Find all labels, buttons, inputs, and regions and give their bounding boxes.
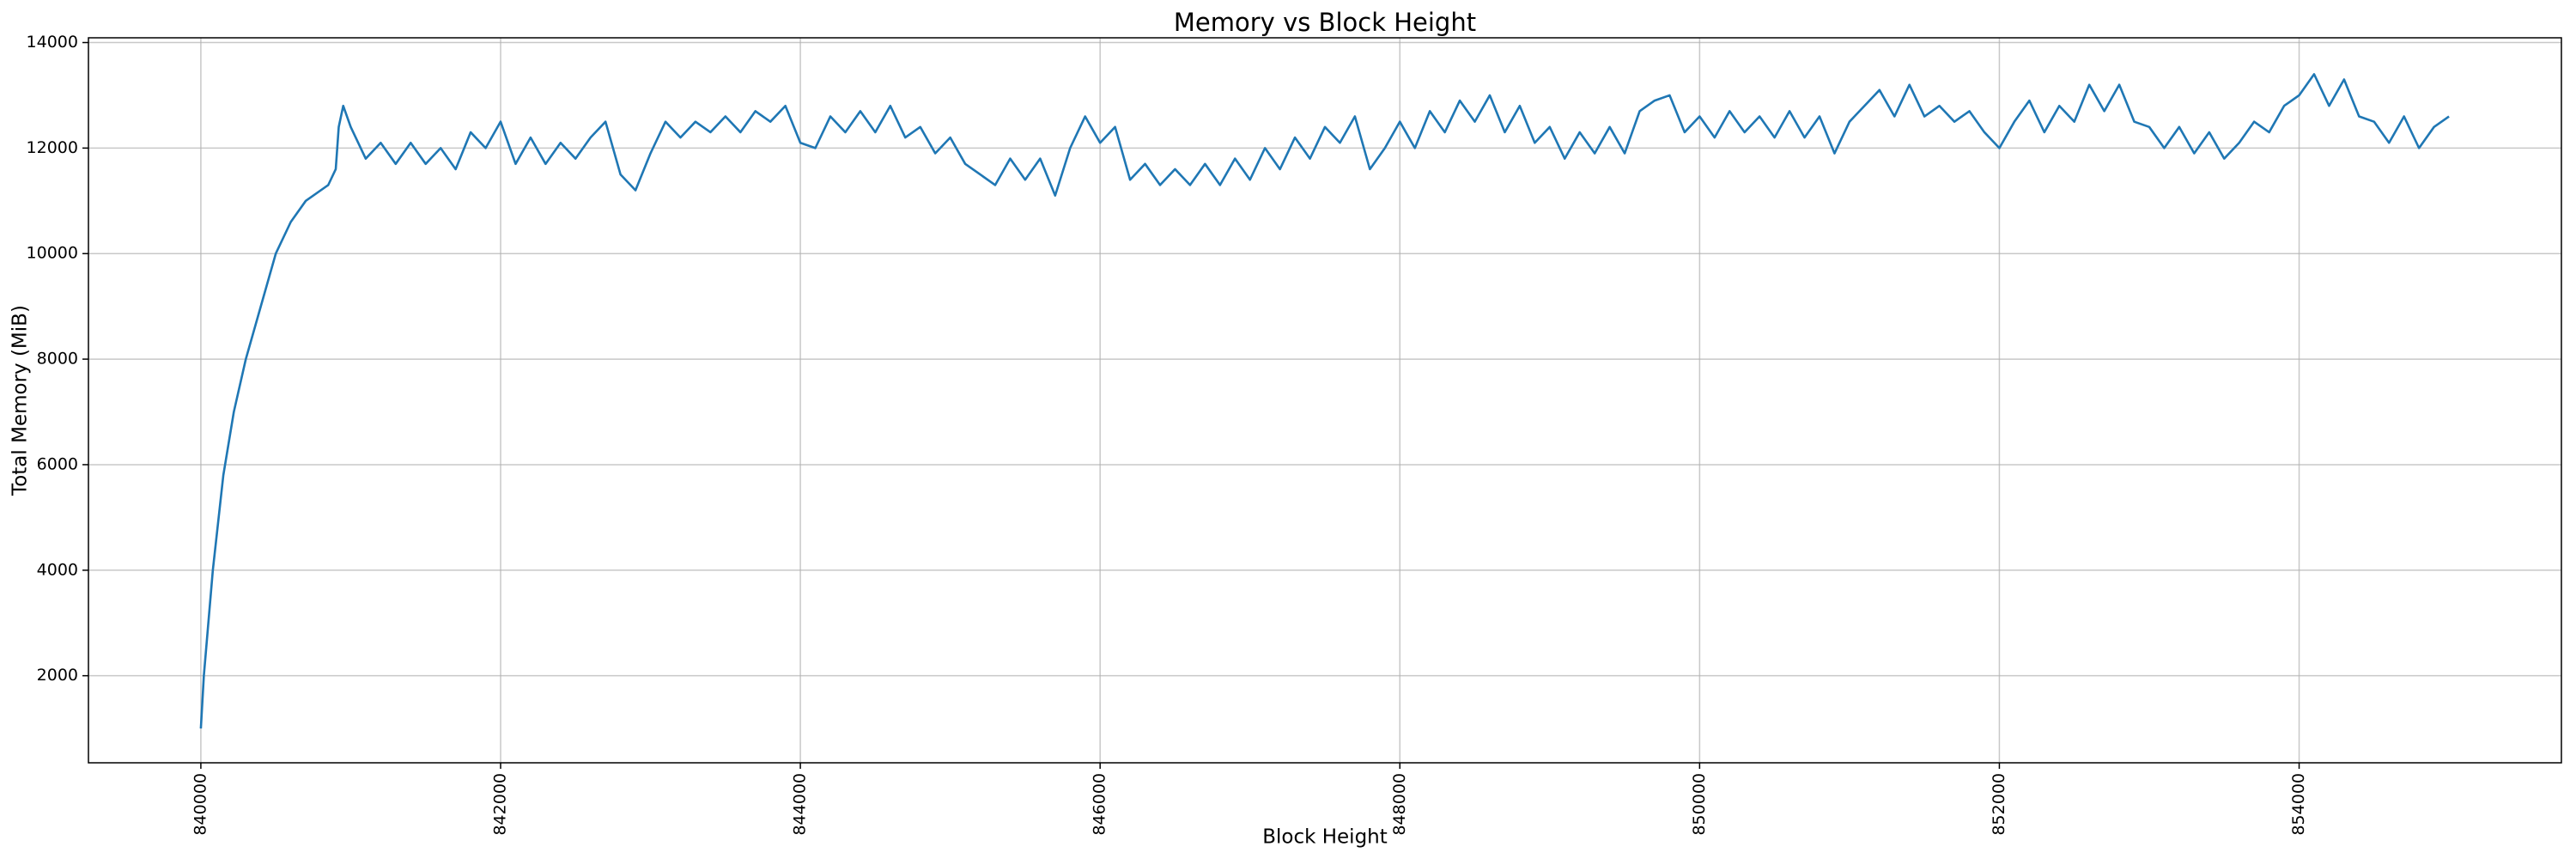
plot-frame bbox=[88, 37, 2562, 764]
y-axis-label: Total Memory (MiB) bbox=[9, 305, 32, 497]
x-tick-label: 842000 bbox=[491, 773, 510, 836]
x-tick-label: 840000 bbox=[191, 773, 210, 836]
y-tick-label: 6000 bbox=[37, 454, 78, 473]
y-tick-label: 10000 bbox=[27, 244, 78, 263]
y-tick-label: 4000 bbox=[37, 560, 78, 579]
x-tick-label: 852000 bbox=[1990, 773, 2008, 836]
data-line bbox=[199, 73, 2450, 729]
y-tick-label: 14000 bbox=[27, 33, 78, 52]
x-tick-label: 854000 bbox=[2289, 773, 2308, 836]
x-axis-label: Block Height bbox=[1262, 826, 1388, 849]
x-tick-label: 848000 bbox=[1390, 773, 1409, 836]
chart-title: Memory vs Block Height bbox=[1174, 8, 1476, 37]
x-tick-label: 844000 bbox=[791, 773, 810, 836]
y-tick-label: 12000 bbox=[27, 138, 78, 157]
y-tick-label: 8000 bbox=[37, 350, 78, 369]
y-tick-label: 2000 bbox=[37, 666, 78, 685]
x-tick-label: 850000 bbox=[1690, 773, 1709, 836]
x-tick-label: 846000 bbox=[1091, 773, 1109, 836]
